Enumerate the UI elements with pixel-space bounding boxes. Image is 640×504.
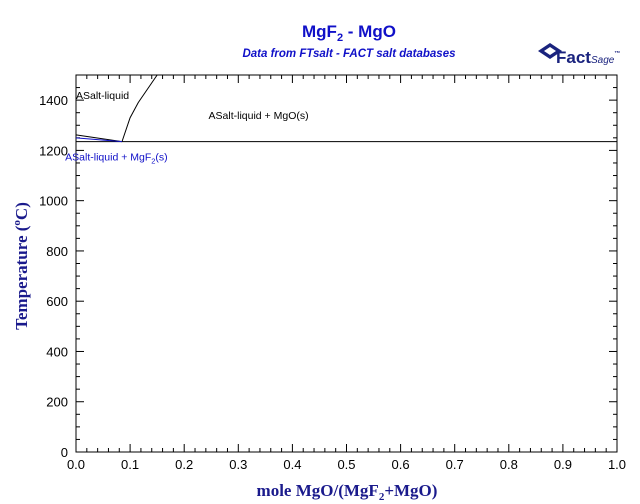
liquidus-mgf2-upper-line: [75, 134, 123, 143]
y-axis-ticks: [76, 74, 617, 453]
x-tick-label: 0.7: [446, 457, 464, 472]
region-label: ASalt-liquid + MgF2(s): [65, 151, 167, 165]
y-axis-title-tail: C): [12, 202, 31, 220]
y-tick-label: 400: [46, 344, 68, 359]
factsage-logo: FactSage™: [538, 43, 620, 67]
chart-subtitle: Data from FTsalt - FACT salt databases: [242, 48, 455, 60]
y-tick-label: 1200: [39, 143, 68, 158]
y-tick-label: 1400: [39, 93, 68, 108]
region-label: ASalt-liquid + MgO(s): [209, 110, 309, 122]
logo-tm-text: ™: [614, 50, 620, 57]
x-tick-label: 0.2: [175, 457, 193, 472]
y-axis-title-superscript: o: [11, 220, 23, 226]
logo-fact-text: Fact: [556, 48, 591, 67]
logo-sage-text: Sage: [591, 55, 615, 66]
x-axis-title-subscript: 2: [379, 491, 385, 503]
y-axis-title-main: Temperature (: [12, 225, 31, 330]
chart-title-tail: - MgO: [343, 22, 396, 41]
y-tick-label: 0: [61, 445, 68, 460]
y-tick-label: 800: [46, 244, 68, 259]
y-axis-title: Temperature (oC): [11, 202, 31, 330]
phase-boundary-lines: [75, 74, 617, 143]
y-tick-label: 600: [46, 294, 68, 309]
chart-title-subscript: 2: [337, 32, 343, 44]
y-axis-tick-labels: 0 200 400 600 800 1000 1200 1400: [39, 93, 68, 460]
x-axis-ticks: [75, 75, 618, 452]
x-tick-label: 0.6: [392, 457, 410, 472]
phase-region-labels: ASalt-liquid ASalt-liquid + MgO(s) ASalt-l…: [65, 90, 308, 166]
plot-area: 0.0 0.1 0.2 0.3 0.4 0.5 0.6 0.7 0.8 0.9 1.0 0 200 40…: [39, 74, 626, 472]
x-axis-tick-labels: 0.0 0.1 0.2 0.3 0.4 0.5 0.6 0.7 0.8 0.9 1.0: [67, 457, 626, 472]
x-axis-title-tail: +MgO): [384, 481, 437, 500]
liquidus-mgf2-lower-line: [75, 137, 123, 143]
x-tick-label: 0.1: [121, 457, 139, 472]
x-tick-label: 0.5: [337, 457, 355, 472]
x-axis-title-main: mole MgO/(MgF: [257, 481, 379, 500]
chart-title-main: MgF: [302, 22, 337, 41]
chart-title: MgF2 - MgO: [302, 22, 396, 44]
x-axis-title: mole MgO/(MgF2+MgO): [257, 481, 438, 503]
x-tick-label: 0.8: [500, 457, 518, 472]
y-tick-label: 1000: [39, 194, 68, 209]
liquidus-mgo-line: [121, 74, 158, 142]
x-tick-label: 1.0: [608, 457, 626, 472]
svg-text:FactSage™: FactSage™: [556, 48, 620, 67]
x-tick-label: 0.9: [554, 457, 572, 472]
x-tick-label: 0.3: [229, 457, 247, 472]
plot-frame: [75, 74, 618, 453]
region-label: ASalt-liquid: [76, 90, 129, 102]
y-tick-label: 200: [46, 395, 68, 410]
x-tick-label: 0.0: [67, 457, 85, 472]
x-tick-label: 0.4: [283, 457, 301, 472]
